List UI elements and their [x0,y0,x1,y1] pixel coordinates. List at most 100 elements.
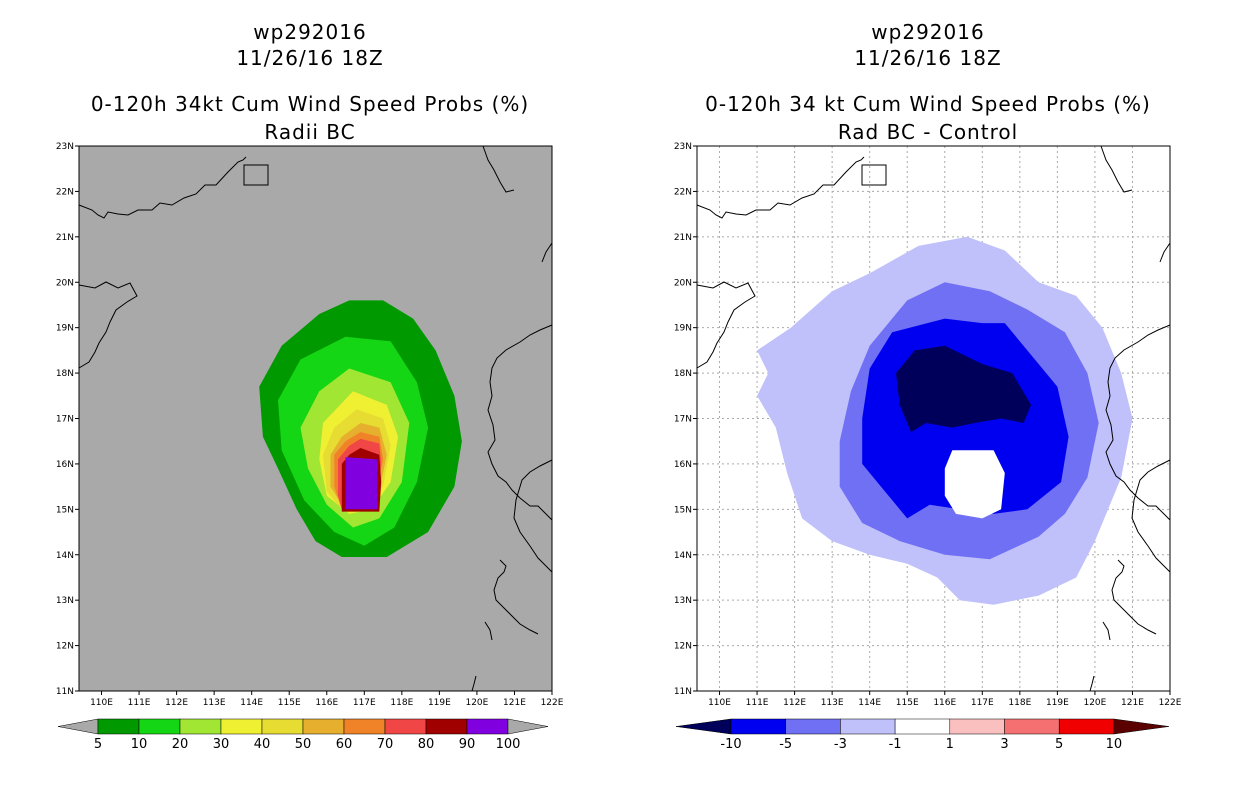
colorbar-label: 40 [254,737,271,752]
x-tick-label: 120E [1083,698,1106,708]
left-subtitle: Radii BC [264,120,356,144]
y-tick-label: 13N [674,596,692,606]
colorbar-label: 3 [1000,737,1008,752]
x-tick-label: 115E [896,698,919,708]
y-tick-label: 17N [56,415,74,425]
x-tick-label: 117E [353,698,376,708]
x-tick-label: 113E [821,698,844,708]
x-tick-label: 119E [1046,698,1069,708]
y-tick-label: 11N [674,687,692,697]
y-tick-label: 19N [674,324,692,334]
right-coastlines [696,145,1171,692]
y-tick-label: 19N [56,324,74,334]
x-tick-label: 121E [503,698,526,708]
colorbar-label: -1 [889,737,902,752]
colorbar-extend-low [675,718,732,735]
x-tick-label: 117E [971,698,994,708]
right-title: 0-120h 34 kt Cum Wind Speed Probs (%) [705,92,1151,116]
y-tick-label: 23N [674,142,692,152]
colorbar-label: 1 [946,737,954,752]
y-tick-label: 20N [674,278,692,288]
right-contours [757,236,1133,605]
x-tick-label: 111E [746,698,769,708]
x-tick-label: 121E [1121,698,1144,708]
colorbar-extend-high [1113,718,1169,735]
contour-level--10 [896,345,1032,433]
y-tick-label: 20N [56,278,74,288]
y-tick-label: 21N [56,233,74,243]
left-coast-luzon [471,242,553,692]
x-tick-label: 118E [1008,698,1031,708]
x-tick-label: 112E [165,698,188,708]
colorbar-swatch [894,718,951,735]
colorbar-label: 5 [1055,737,1063,752]
x-tick-label: 116E [933,698,956,708]
x-tick-label: 113E [203,698,226,708]
right-datetime: 11/26/16 18Z [854,46,1002,70]
x-tick-label: 111E [128,698,151,708]
colorbar-label: -10 [720,737,741,752]
x-tick-label: 120E [465,698,488,708]
colorbar-label: 70 [377,737,394,752]
left-coast-hainan-box [243,164,269,186]
colorbar-label: -5 [779,737,792,752]
colorbar-label: 50 [295,737,312,752]
colorbar-swatch [179,718,222,735]
left-coast-taiwan [482,145,515,193]
colorbar-swatch [1004,718,1060,735]
x-tick-label: 114E [240,698,263,708]
left-datetime: 11/26/16 18Z [236,46,384,70]
colorbar-label: 30 [213,737,230,752]
y-tick-label: 18N [56,369,74,379]
right-coast-taiwan [1100,145,1133,193]
y-tick-label: 21N [674,233,692,243]
colorbar-label: 10 [131,737,148,752]
colorbar-label: 80 [418,737,435,752]
y-tick-label: 18N [674,369,692,379]
colorbar-label: 60 [336,737,353,752]
colorbar-swatch [138,718,181,735]
x-tick-label: 122E [541,698,564,708]
colorbar-swatch [785,718,841,735]
y-tick-label: 14N [674,551,692,561]
right-coast-china [696,156,865,369]
colorbar-swatch [220,718,263,735]
y-tick-label: 15N [56,505,74,515]
colorbar-swatch [97,718,140,735]
left-map: 110E 111E 112E 113E 114E 115E 116E 117E 118E 119E… [56,142,564,708]
right-coast-hainan-box [861,164,887,186]
x-tick-label: 122E [1159,698,1182,708]
colorbar-swatch [1058,718,1115,735]
colorbar-swatch [302,718,345,735]
left-coast-china [78,156,247,369]
x-tick-label: 119E [428,698,451,708]
y-tick-label: 13N [56,596,74,606]
y-tick-label: 14N [56,551,74,561]
y-tick-label: 16N [674,460,692,470]
right-axis-ticks: 110E 111E 112E 113E 114E 115E 116E 117E 118E 119E… [674,142,1182,708]
colorbar-label: 90 [459,737,476,752]
x-tick-label: 118E [390,698,413,708]
colorbar-label: 100 [496,737,521,752]
x-tick-label: 110E [90,698,113,708]
x-tick-label: 110E [708,698,731,708]
colorbar-swatch [949,718,1005,735]
colorbar-swatch [466,718,509,735]
colorbar-swatch [730,718,786,735]
y-tick-label: 15N [674,505,692,515]
y-tick-label: 11N [56,687,74,697]
right-coast-luzon [1089,242,1171,692]
x-tick-label: 114E [858,698,881,708]
left-axis-ticks: 110E 111E 112E 113E 114E 115E 116E 117E 118E 119E… [56,142,564,708]
x-tick-label: 115E [278,698,301,708]
right-map: 110E 111E 112E 113E 114E 115E 116E 117E 118E 119E… [674,142,1182,708]
left-colorbar: 5 10 20 30 40 50 60 70 80 90 100 [57,718,549,752]
colorbar-swatch [261,718,304,735]
right-storm-id: wp292016 [871,20,985,44]
left-storm-id: wp292016 [253,20,367,44]
y-tick-label: 17N [674,415,692,425]
y-tick-label: 12N [674,642,692,652]
colorbar-label: -3 [834,737,847,752]
y-tick-label: 22N [674,187,692,197]
